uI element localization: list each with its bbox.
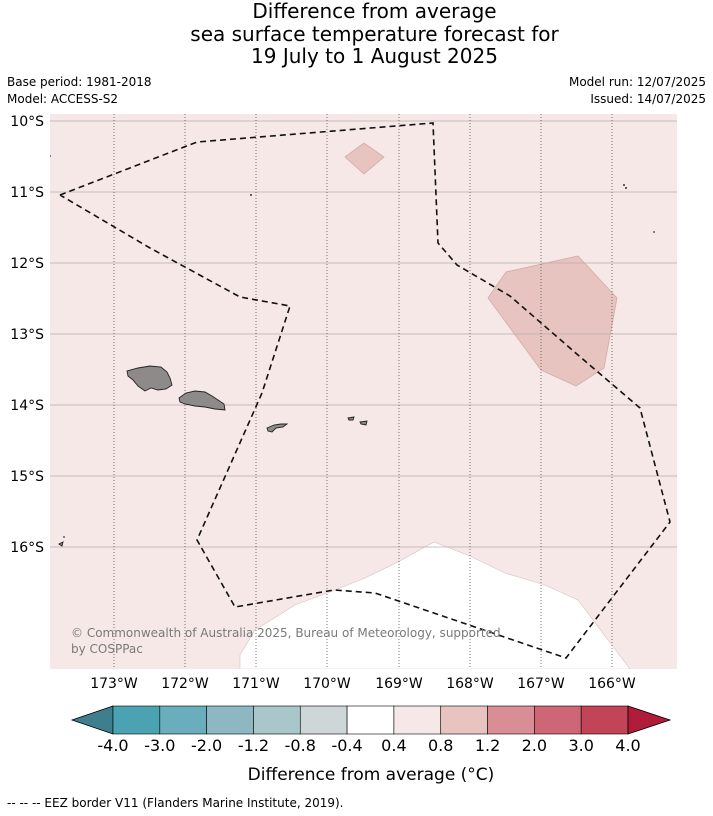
lon-label: 169°W — [375, 676, 423, 692]
base-period: Base period: 1981-2018 — [7, 75, 152, 89]
colorbar-segment — [487, 705, 535, 735]
colorbar-segment — [206, 705, 254, 735]
colorbar-tick-label: 3.0 — [568, 736, 593, 755]
island-ofu — [347, 416, 355, 421]
lon-label: 168°W — [446, 676, 494, 692]
latitude-labels: 10°S 11°S 12°S 13°S 14°S 15°S 16°S — [10, 114, 44, 556]
colorbar-tick-label: 4.0 — [615, 736, 640, 755]
colorbar-tick-label: 0.8 — [428, 736, 453, 755]
title-line-3: 19 July to 1 August 2025 — [251, 44, 498, 68]
lon-label: 171°W — [232, 676, 280, 692]
latitude-gridlines — [50, 120, 677, 548]
island-small-west — [58, 541, 64, 547]
copyright-note: © Commonwealth of Australia 2025, Bureau… — [71, 626, 501, 656]
neutral-anomaly-region — [239, 541, 631, 669]
colorbar-segment — [534, 705, 582, 735]
map-background — [50, 114, 677, 669]
colorbar-tick-label: 1.2 — [475, 736, 500, 755]
colorbar-segment — [580, 705, 629, 735]
title-line-1: Difference from average — [252, 0, 497, 23]
colorbar-tick-label: -0.8 — [285, 736, 316, 755]
colorbar-tick-labels: -4.0 -3.0 -2.0 -1.2 -0.8 -0.4 0.4 0.8 1.2 2.0 3.0 4… — [97, 736, 640, 755]
chart-title: Difference from average sea surface temp… — [0, 0, 713, 68]
lat-label: 15°S — [10, 469, 44, 485]
colorbar-segment — [393, 705, 442, 735]
model-run: Model run: 12/07/2025 — [568, 75, 706, 89]
island-tau — [359, 420, 368, 426]
meta-right: Model run: 12/07/2025 Issued: 14/07/2025 — [569, 74, 706, 108]
colorbar-tick-label: -4.0 — [97, 736, 128, 755]
island-upolu — [178, 390, 226, 411]
colorbar-tick-label: -2.0 — [191, 736, 222, 755]
colorbar-segment — [159, 705, 207, 735]
colorbar-extend-low — [70, 705, 114, 735]
lon-label: 167°W — [517, 676, 565, 692]
lon-label: 170°W — [303, 676, 351, 692]
colorbar-tick-label: -1.2 — [238, 736, 269, 755]
longitude-labels: 173°W 172°W 171°W 170°W 169°W 168°W 167°… — [90, 676, 636, 692]
warm-anomaly-patch-large — [487, 255, 618, 387]
colorbar-segment — [112, 705, 161, 735]
lat-label: 14°S — [10, 398, 44, 414]
lat-label: 12°S — [10, 256, 44, 272]
island-savaii — [126, 365, 173, 392]
island-tutuila — [266, 423, 289, 433]
meta-left: Base period: 1981-2018 Model: ACCESS-S2 — [7, 74, 152, 108]
warm-anomaly-patch-small — [344, 142, 385, 175]
eez-legend: -- -- -- EEZ border V11 (Flanders Marine… — [7, 796, 344, 810]
lat-label: 13°S — [10, 327, 44, 343]
model-name: Model: ACCESS-S2 — [7, 92, 119, 106]
longitude-gridlines — [113, 114, 613, 669]
colorbar — [70, 705, 672, 735]
eez-borders — [59, 122, 671, 659]
lon-label: 173°W — [90, 676, 138, 692]
colorbar-segment — [440, 705, 488, 735]
lon-label: 166°W — [588, 676, 636, 692]
eez-border-samoa — [59, 122, 671, 659]
colorbar-segment — [253, 705, 301, 735]
title-line-2: sea surface temperature forecast for — [190, 21, 559, 46]
lat-label: 11°S — [10, 185, 44, 201]
colorbar-extend-high — [627, 705, 672, 735]
colorbar-segment — [346, 705, 395, 735]
colorbar-tick-label: -0.4 — [331, 736, 362, 755]
tiny-islets — [50, 155, 655, 538]
colorbar-tick-label: 2.0 — [522, 736, 547, 755]
land-masses — [58, 365, 368, 547]
lat-label: 10°S — [10, 114, 44, 130]
lon-label: 172°W — [161, 676, 209, 692]
colorbar-tick-label: -3.0 — [144, 736, 175, 755]
colorbar-tick-label: 0.4 — [381, 736, 406, 755]
colorbar-segment — [299, 705, 348, 735]
colorbar-title: Difference from average (°C) — [248, 765, 495, 785]
issued-date: Issued: 14/07/2025 — [590, 92, 706, 106]
lat-label: 16°S — [10, 540, 44, 556]
